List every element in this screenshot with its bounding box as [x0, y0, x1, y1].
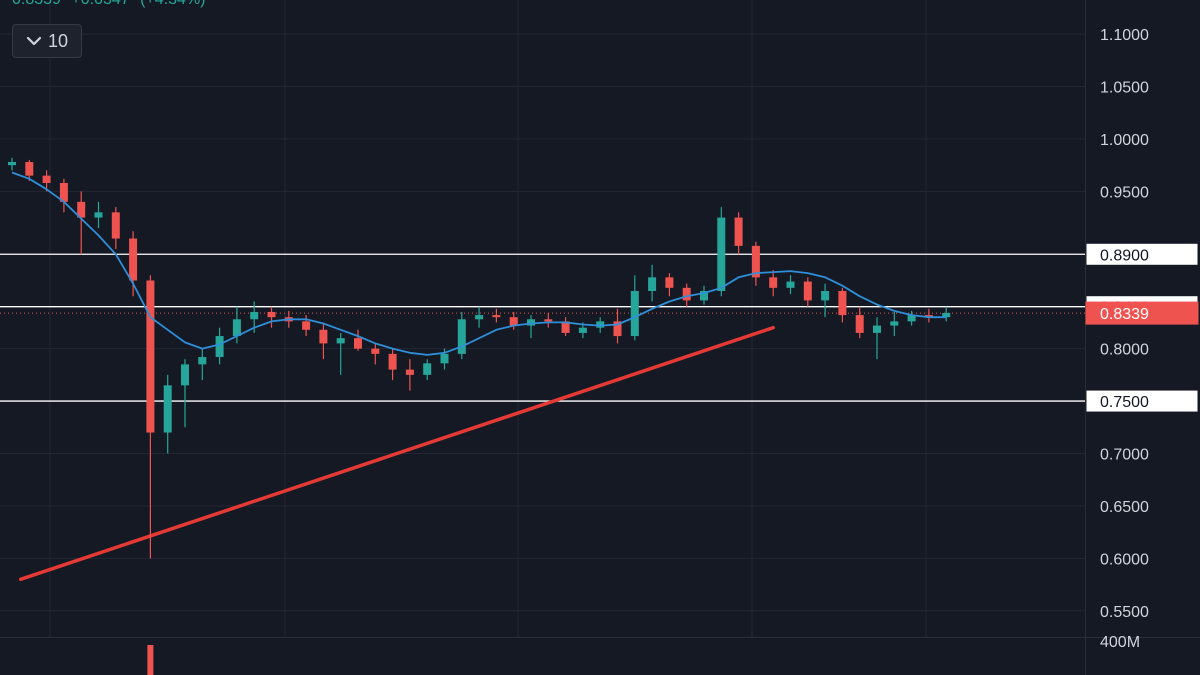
candle-body [457, 319, 466, 354]
candle-body [751, 245, 760, 278]
price-tick-label: 0.7000 [1100, 447, 1149, 464]
level-label-bg [1085, 242, 1199, 266]
candle-body [475, 315, 484, 320]
candle-body [769, 277, 778, 288]
price-tick-label: 1.0500 [1100, 80, 1149, 97]
volume-bar [147, 645, 154, 675]
candle-body [682, 287, 691, 301]
candle-body [111, 212, 120, 239]
legend-price: 0.8339 [12, 0, 61, 8]
candle-body [717, 217, 726, 291]
candle-body [250, 311, 259, 320]
candle-body [527, 319, 535, 326]
candle-body [561, 321, 570, 333]
candle-body [198, 357, 207, 365]
candle-body [354, 338, 362, 349]
candle-body [890, 321, 899, 326]
trend-line [18, 325, 775, 582]
candle-body [94, 212, 103, 218]
candle-body [596, 321, 605, 328]
chevron-down-icon [26, 36, 42, 46]
candle-body [336, 338, 345, 344]
candle-body [786, 281, 795, 288]
candle-body [578, 327, 587, 333]
candle-body [215, 336, 224, 358]
volume-axis-label: 400M [1100, 634, 1140, 651]
candle-body [700, 290, 708, 301]
candle-body [267, 311, 276, 318]
legend-change: +0.0347 [71, 0, 129, 8]
candle-body [855, 315, 864, 333]
candle-body [492, 315, 501, 318]
candle-body [319, 329, 328, 344]
candle-body [440, 353, 449, 364]
candle-body [42, 175, 51, 183]
candle-body [613, 321, 622, 337]
level-label: 0.8900 [1100, 247, 1149, 264]
candle-body [232, 319, 241, 337]
level-label: 0.7500 [1100, 394, 1149, 411]
candle-body [146, 280, 155, 433]
candle-body [873, 325, 881, 333]
candle-body [924, 315, 933, 318]
legend-change-pct: (+4.34%) [140, 0, 205, 8]
candle-body [423, 363, 432, 375]
price-tick-label: 0.6500 [1100, 499, 1149, 516]
current-price-label: 0.8339 [1100, 306, 1149, 323]
candle-body [665, 277, 674, 288]
price-tick-label: 0.8000 [1100, 342, 1149, 359]
candle-body [371, 348, 380, 354]
candle-body [77, 201, 86, 218]
candle-body [630, 290, 639, 337]
candle-body [129, 238, 138, 281]
candle-body [388, 353, 397, 370]
candle-body [8, 162, 16, 166]
price-tick-label: 0.6000 [1100, 551, 1149, 568]
candle-body [907, 315, 916, 322]
ohlc-legend: 0.8339 +0.0347 (+4.34%) [12, 0, 212, 9]
moving-average-line [11, 171, 947, 356]
candle-body [509, 317, 518, 326]
candle-body [821, 290, 830, 301]
candle-body [544, 319, 553, 322]
candle-body [163, 385, 172, 433]
candle-body [648, 277, 657, 291]
price-tick-label: 1.1000 [1100, 27, 1149, 44]
price-tick-label: 0.5500 [1100, 604, 1149, 621]
price-tick-label: 1.0000 [1100, 132, 1149, 149]
candle-body [181, 364, 189, 386]
candle-body [838, 290, 847, 316]
candle-body [734, 217, 743, 246]
candle-body [25, 162, 34, 176]
current-price-label-bg [1085, 301, 1199, 325]
price-tick-label: 0.9500 [1100, 184, 1149, 201]
candle-body [942, 312, 951, 318]
indicator-count: 10 [47, 30, 69, 51]
candle-body [803, 281, 812, 301]
candle-body [302, 321, 311, 330]
candle-body [59, 182, 68, 202]
candle-body [405, 369, 414, 375]
level-label-bg [1085, 389, 1199, 413]
indicators-toggle-button[interactable]: 10 [12, 24, 82, 58]
